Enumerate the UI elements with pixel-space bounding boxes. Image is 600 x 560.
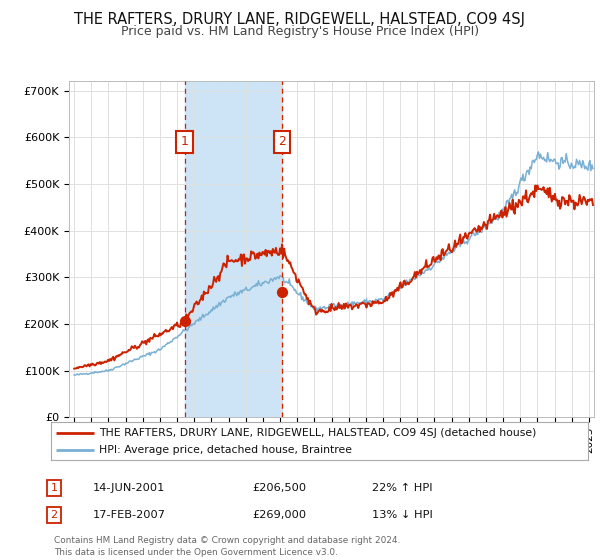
Text: 14-JUN-2001: 14-JUN-2001 (93, 483, 166, 493)
Text: THE RAFTERS, DRURY LANE, RIDGEWELL, HALSTEAD, CO9 4SJ: THE RAFTERS, DRURY LANE, RIDGEWELL, HALS… (74, 12, 526, 27)
Bar (185, 81, 282, 417)
Text: THE RAFTERS, DRURY LANE, RIDGEWELL, HALSTEAD, CO9 4SJ (detached house): THE RAFTERS, DRURY LANE, RIDGEWELL, HALS… (100, 427, 537, 437)
Text: 1: 1 (181, 136, 189, 148)
Text: 22% ↑ HPI: 22% ↑ HPI (372, 483, 433, 493)
Text: 13% ↓ HPI: 13% ↓ HPI (372, 510, 433, 520)
Point (277, 287, 287, 296)
Text: £206,500: £206,500 (252, 483, 306, 493)
Text: 17-FEB-2007: 17-FEB-2007 (93, 510, 166, 520)
Text: £269,000: £269,000 (252, 510, 306, 520)
Text: 2: 2 (50, 510, 58, 520)
Text: 2: 2 (278, 136, 286, 148)
Point (180, 316, 190, 325)
Text: Contains HM Land Registry data © Crown copyright and database right 2024.
This d: Contains HM Land Registry data © Crown c… (54, 536, 400, 557)
Text: Price paid vs. HM Land Registry's House Price Index (HPI): Price paid vs. HM Land Registry's House … (121, 25, 479, 38)
Text: HPI: Average price, detached house, Braintree: HPI: Average price, detached house, Brai… (100, 445, 352, 455)
Text: 1: 1 (50, 483, 58, 493)
